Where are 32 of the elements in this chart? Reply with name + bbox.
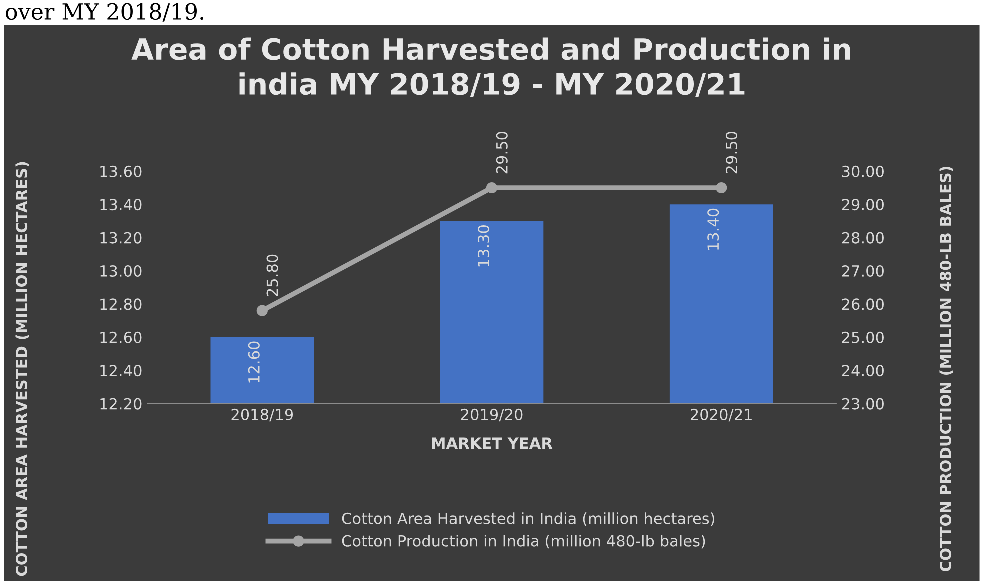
y2-tick-label: 29.00 [842, 199, 884, 211]
y2-tick-label: 26.00 [842, 298, 884, 310]
y2-tick-label: 30.00 [842, 166, 884, 178]
y-tick-label: 13.20 [100, 232, 142, 244]
y2-tick-label: 25.00 [842, 332, 884, 344]
data-label: 13.30 [478, 226, 490, 267]
y-tick-label: 13.60 [100, 166, 142, 178]
x-tick-label: 2018/19 [232, 408, 294, 422]
chart-title: Area of Cotton Harvested and Production in india MY 2018/19 - MY 2020/21 [132, 38, 850, 98]
data-label: 29.50 [496, 132, 508, 174]
y-tick-label: 13.40 [100, 199, 142, 211]
y2-tick-label: 23.00 [842, 398, 884, 410]
y-tick-label: 13.00 [100, 265, 142, 278]
text: over MY 2018/19. [6, 3, 204, 22]
y-tick-label: 12.20 [100, 398, 142, 410]
y2-tick-label: 27.00 [842, 265, 884, 278]
y2-tick-label: 28.00 [842, 232, 884, 244]
x-axis-title: MARKET YEAR [432, 438, 553, 449]
y2-tick-label: 24.00 [842, 365, 884, 377]
data-label: 29.50 [726, 132, 738, 174]
y-tick-label: 12.80 [100, 298, 142, 310]
x-tick-label: 2019/20 [461, 408, 523, 422]
y-axis-title: COTTON AREA HARVESTED (MILLION HECTARES) [16, 162, 30, 576]
y2-axis-title: COTTON PRODUCTION (MILLION 480-LB BALES) [940, 166, 954, 572]
x-tick-label: 2020/21 [690, 408, 752, 422]
legend-label: Cotton Area Harvested in India (million hectares) [342, 512, 715, 526]
data-label: 25.80 [266, 254, 278, 296]
y-tick-label: 12.60 [100, 332, 142, 344]
y-tick-label: 12.40 [100, 365, 142, 377]
data-label: 13.40 [708, 208, 720, 250]
legend-label: Cotton Production in India (million 480-lb bales) [342, 535, 706, 549]
data-label: 12.60 [248, 342, 260, 383]
